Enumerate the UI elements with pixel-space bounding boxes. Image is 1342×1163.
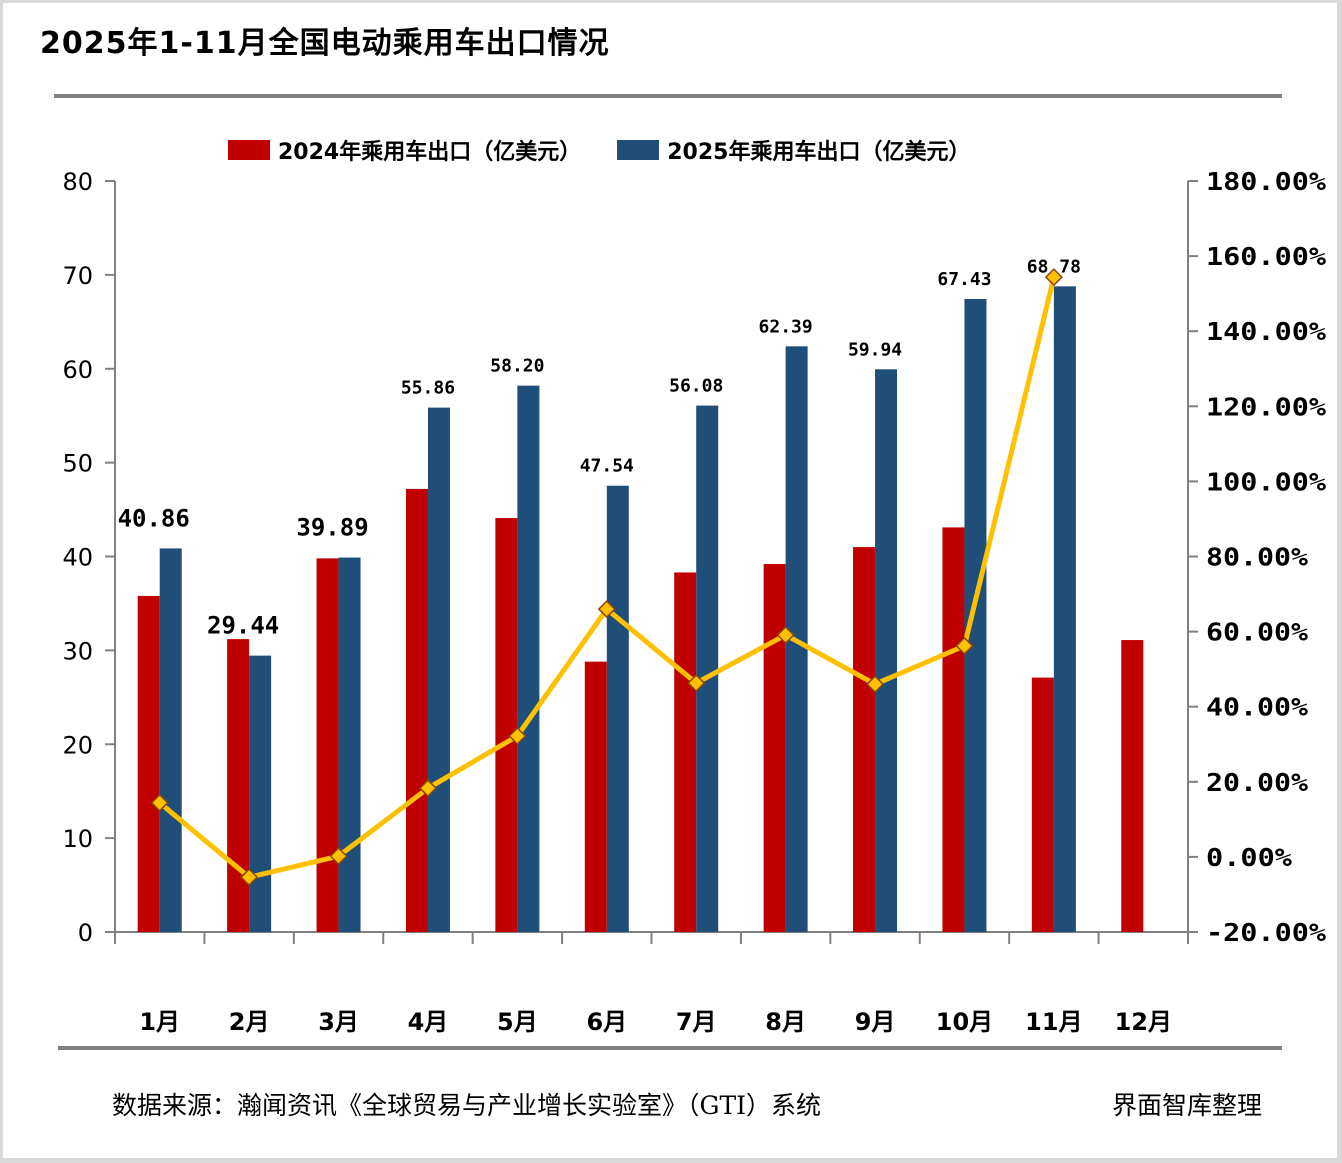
left-tick-label: 50: [62, 450, 93, 478]
legend-label-2025: 2025年乘用车出口（亿美元）: [667, 140, 971, 165]
growth-marker: [418, 779, 438, 798]
bar-2024: [674, 572, 697, 932]
chart-title: 2025年1-11月全国电动乘用车出口情况: [40, 26, 610, 61]
bar-2025: [159, 548, 182, 932]
data-label-2025: 47.54: [580, 456, 634, 477]
right-tick-label: 160.00%: [1206, 242, 1326, 271]
month-label: 3月: [318, 1008, 359, 1036]
data-label-2025: 39.89: [296, 514, 368, 542]
bar-2025: [338, 557, 361, 932]
left-tick-label: 10: [62, 825, 93, 853]
month-label: 9月: [855, 1008, 896, 1036]
month-label: 6月: [586, 1008, 627, 1036]
data-label-2025: 56.08: [669, 376, 723, 397]
bar-2025: [249, 655, 272, 932]
right-tick-label: 100.00%: [1206, 467, 1326, 496]
bar-2025: [875, 369, 898, 933]
legend: 2024年乘用车出口（亿美元） 2025年乘用车出口（亿美元）: [228, 134, 970, 166]
data-label-2025: 62.39: [759, 316, 813, 337]
growth-marker: [329, 847, 348, 866]
legend-swatch-2025: [617, 140, 660, 160]
growth-marker: [955, 636, 974, 655]
bar-2025: [964, 299, 987, 933]
right-tick-label: 0.00%: [1206, 843, 1292, 872]
month-label: 11月: [1025, 1008, 1082, 1036]
chart-frame: [3, 3, 1337, 1158]
bar-2024: [227, 639, 250, 932]
left-tick-label: 70: [62, 262, 93, 290]
right-tick-label: -20.00%: [1206, 918, 1326, 947]
growth-marker: [508, 726, 527, 746]
month-label: 8月: [765, 1008, 806, 1036]
legend-label-2024: 2024年乘用车出口（亿美元）: [278, 140, 582, 165]
bar-2025: [427, 407, 450, 932]
bar-2025: [696, 405, 719, 932]
right-tick-label: 180.00%: [1206, 167, 1326, 196]
top-divider: [54, 94, 1282, 98]
data-label-2025: 68.78: [1027, 256, 1081, 277]
growth-marker: [240, 868, 259, 887]
data-label-2025: 58.20: [490, 356, 544, 377]
legend-swatch-2024: [228, 140, 270, 160]
bar-2024: [316, 558, 339, 932]
bar-2025: [1053, 286, 1076, 932]
growth-marker: [150, 793, 169, 812]
month-label: 4月: [408, 1008, 449, 1036]
right-tick-label: 140.00%: [1206, 317, 1326, 346]
bar-2024: [763, 564, 786, 932]
legend-item-2024: 2024年乘用车出口（亿美元）: [228, 134, 581, 166]
legend-item-2025: 2025年乘用车出口（亿美元）: [617, 134, 970, 166]
growth-marker: [597, 600, 616, 619]
data-source: 数据来源：瀚闻资讯《全球贸易与产业增长实验室》（GTI）系统: [112, 1091, 822, 1120]
left-tick-label: 40: [62, 544, 93, 572]
bar-2025: [606, 485, 629, 932]
growth-marker: [687, 673, 706, 693]
data-label-2025: 67.43: [937, 269, 991, 290]
data-label-2025: 40.86: [118, 504, 190, 532]
left-tick-label: 0: [78, 919, 93, 947]
bar-2024: [1031, 677, 1054, 932]
right-tick-label: 20.00%: [1206, 768, 1308, 797]
bottom-divider: [58, 1046, 1282, 1050]
bar-2024: [405, 488, 428, 932]
right-tick-label: 60.00%: [1206, 618, 1308, 647]
left-tick-label: 60: [62, 356, 93, 384]
growth-marker: [776, 625, 795, 645]
month-label: 12月: [1115, 1008, 1172, 1036]
data-label-2025: 59.94: [848, 339, 902, 360]
right-tick-label: 120.00%: [1206, 392, 1326, 421]
left-tick-label: 20: [62, 731, 93, 759]
month-label: 2月: [229, 1008, 270, 1036]
month-label: 7月: [676, 1008, 717, 1036]
bar-2024: [1121, 640, 1144, 932]
bar-2024: [584, 661, 607, 932]
credit: 界面智库整理: [1112, 1091, 1263, 1120]
bar-2024: [137, 595, 160, 932]
bar-2024: [495, 518, 518, 932]
bar-2025: [517, 385, 540, 933]
bar-2024: [942, 527, 965, 932]
left-tick-label: 80: [62, 168, 93, 196]
growth-marker: [1044, 268, 1063, 287]
bar-2024: [853, 547, 876, 932]
month-label: 5月: [497, 1008, 538, 1036]
right-tick-label: 40.00%: [1206, 693, 1308, 722]
data-label-2025: 29.44: [207, 612, 279, 640]
right-tick-label: 80.00%: [1206, 543, 1308, 572]
left-tick-label: 30: [62, 637, 93, 665]
growth-marker: [865, 675, 885, 694]
data-label-2025: 55.86: [401, 378, 455, 399]
month-label: 1月: [139, 1008, 180, 1036]
month-label: 10月: [936, 1008, 993, 1036]
